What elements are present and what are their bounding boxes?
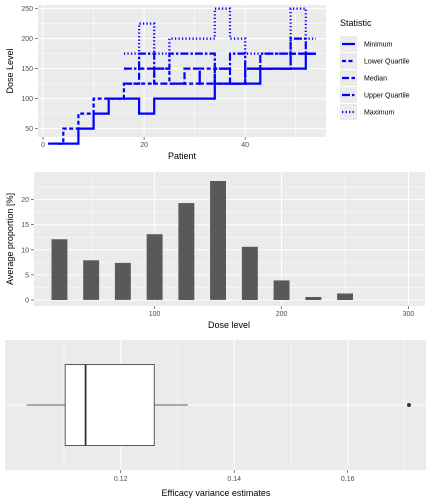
series-lines: [48, 7, 316, 145]
y-axis-ticks: 50 100 150 200 250: [21, 6, 38, 133]
y-axis-ticks: 0 5 10 15 20: [21, 197, 34, 304]
y-tick-label: 15: [21, 222, 29, 229]
y-tick-label: 100: [21, 96, 33, 103]
y-tick-label: 20: [21, 197, 29, 204]
y-axis-title: Average proportion [%]: [5, 193, 15, 285]
y-tick-label: 10: [21, 247, 29, 254]
bar: [241, 246, 258, 300]
bar: [210, 181, 226, 300]
y-tick-label: 5: [25, 272, 29, 279]
plot-panel-background: [38, 5, 326, 137]
y-tick-label: 200: [21, 36, 33, 43]
series-line-upper-quartile: [123, 37, 316, 70]
bar: [83, 260, 100, 300]
x-tick-label: 200: [276, 311, 288, 318]
legend-key-background: [340, 104, 357, 120]
series-line-maximum: [123, 7, 316, 55]
x-axis-title: Dose level: [208, 320, 250, 330]
bar: [305, 297, 322, 300]
x-tick-label: 0.14: [227, 476, 241, 483]
x-axis-title: Efficacy variance estimates: [162, 488, 271, 498]
x-axis-ticks: 0 20 40: [41, 137, 249, 149]
dose-proportion-bar-chart: 100 200 300 0 5 10 15 20 Dose level Average pr…: [5, 172, 425, 330]
x-tick-label: 20: [140, 142, 148, 149]
bar: [114, 262, 131, 300]
bar: [51, 239, 68, 300]
x-axis-ticks: 0.12 0.14 0.16: [114, 470, 355, 483]
legend-entry-label: Lower Quartile: [364, 59, 410, 66]
y-tick-label: 150: [21, 66, 33, 73]
bars: [51, 181, 353, 300]
legend-entry-label: Median: [364, 76, 387, 83]
legend-entry-label: Upper Quartile: [364, 93, 410, 100]
legend: Statistic Minimum Lower Quartile Median Upp…: [340, 18, 410, 120]
efficacy-variance-box-plot: 0.12 0.14 0.16 Efficacy variance estimates: [5, 340, 426, 498]
y-axis-title: Dose Level: [5, 48, 15, 93]
box: [26, 364, 411, 446]
legend-entry-label: Minimum: [364, 42, 393, 49]
x-axis-title: Patient: [168, 151, 197, 161]
plot-panel-background: [34, 172, 425, 306]
bar: [337, 293, 353, 300]
x-tick-label: 0.16: [341, 476, 355, 483]
y-tick-label: 50: [25, 126, 33, 133]
x-tick-label: 40: [241, 142, 249, 149]
x-tick-label: 300: [403, 311, 415, 318]
bar: [146, 234, 163, 300]
outlier-point: [406, 403, 411, 407]
interquartile-box: [64, 364, 155, 446]
y-tick-label: 250: [21, 6, 33, 13]
legend-keys: Minimum Lower Quartile Median Upper Quartil…: [340, 36, 410, 120]
x-axis-ticks: 100 200 300: [149, 306, 415, 318]
legend-title: Statistic: [340, 18, 372, 28]
x-tick-label: 0: [41, 142, 45, 149]
x-tick-label: 100: [149, 311, 161, 318]
y-tick-label: 0: [25, 297, 29, 304]
x-tick-label: 0.12: [114, 476, 128, 483]
legend-entry-label: Maximum: [364, 110, 395, 117]
bar: [178, 203, 195, 300]
bar: [273, 280, 290, 300]
